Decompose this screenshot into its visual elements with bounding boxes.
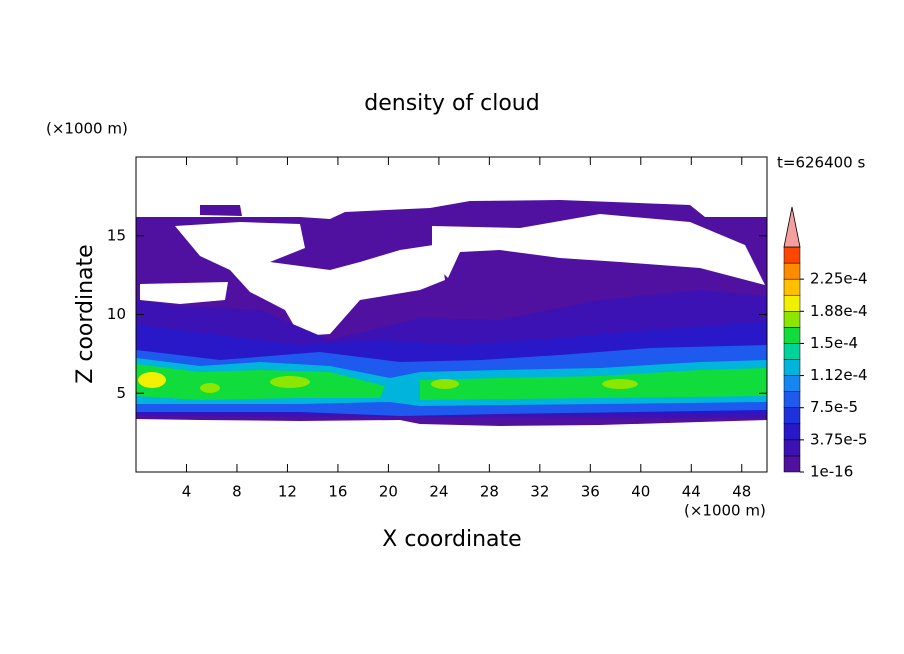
x-tick-label: 44 (682, 483, 701, 501)
chart-title: density of cloud (364, 91, 539, 116)
colorbar-band (783, 278, 801, 296)
x-tick-label: 4 (182, 483, 192, 501)
colorbar-tick-label: 1e-16 (810, 463, 853, 481)
x-tick-label: 40 (631, 483, 650, 501)
colorbar-band (783, 359, 801, 376)
colorbar-tick-label: 2.25e-4 (810, 270, 868, 288)
y-axis-label: Z coordinate (73, 244, 98, 383)
y-tick-label: 15 (107, 226, 126, 244)
colorbar-band (783, 294, 801, 312)
x-tick-label: 24 (429, 483, 448, 501)
colorbar-band (783, 343, 801, 360)
x-tick-label: 16 (328, 483, 347, 501)
colorbar-band (783, 455, 801, 473)
y-unit: (×1000 m) (46, 120, 128, 138)
x-tick-label: 48 (732, 483, 751, 501)
colorbar-band (783, 246, 801, 264)
colorbar-band (783, 327, 801, 344)
field-peak (602, 379, 638, 389)
field-peak (200, 383, 220, 393)
colorbar-tick-label: 1.88e-4 (810, 302, 868, 320)
field-peak (138, 372, 166, 388)
field-peak (431, 379, 459, 389)
x-tick-label: 28 (480, 483, 499, 501)
x-tick-label: 36 (581, 483, 600, 501)
x-axis-label: X coordinate (382, 527, 521, 552)
x-tick-label: 20 (379, 483, 398, 501)
colorbar-band (783, 391, 801, 408)
colorbar-extension (783, 206, 801, 248)
colorbar-band (783, 262, 801, 280)
colorbar-tick-label: 3.75e-5 (810, 430, 868, 448)
field-gap (140, 214, 765, 360)
x-tick-label: 8 (232, 483, 242, 501)
colorbar-tick-label: 1.5e-4 (810, 334, 858, 352)
annotation: t=626400 s (777, 154, 865, 172)
y-tick-label: 10 (107, 305, 126, 323)
colorbar-band (783, 423, 801, 441)
colorbar-band (783, 311, 801, 328)
field-peak (270, 376, 310, 388)
colorbar-tick-label: 7.5e-5 (810, 398, 858, 416)
y-tick-label: 5 (116, 384, 126, 402)
x-tick-label: 12 (278, 483, 297, 501)
x-unit: (×1000 m) (684, 502, 766, 520)
colorbar-band (783, 407, 801, 425)
colorbar-band (783, 375, 801, 392)
x-tick-label: 32 (530, 483, 549, 501)
colorbar-band (783, 439, 801, 457)
colorbar-tick-label: 1.12e-4 (810, 366, 868, 384)
contour-field (136, 200, 767, 426)
